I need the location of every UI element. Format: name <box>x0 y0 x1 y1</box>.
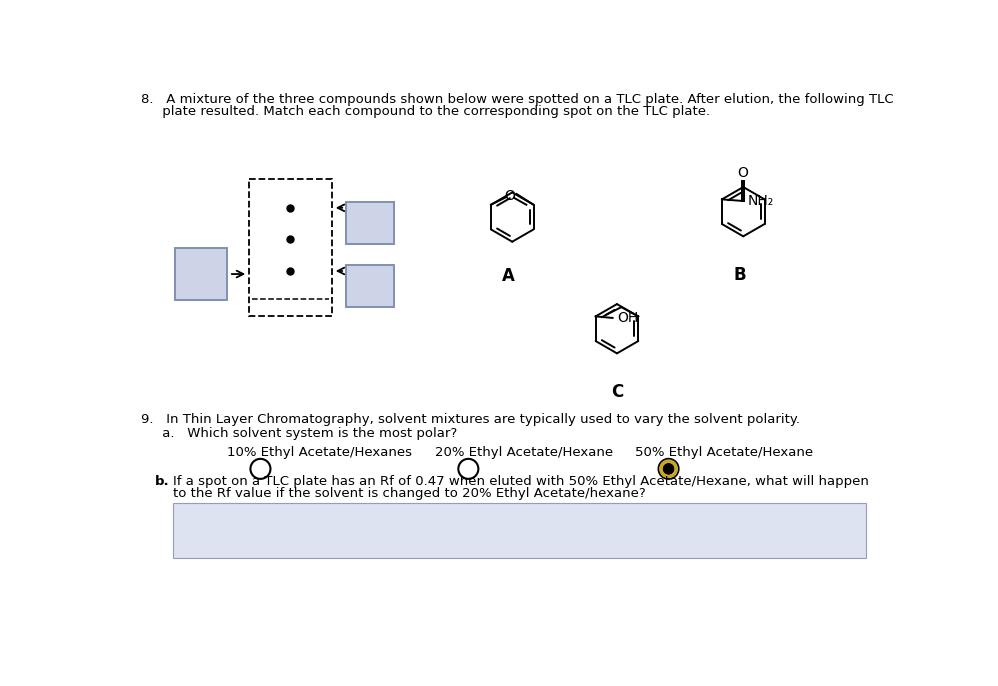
Text: O: O <box>738 166 748 180</box>
Text: A: A <box>502 267 515 285</box>
Text: a.   Which solvent system is the most polar?: a. Which solvent system is the most pola… <box>141 427 457 440</box>
Bar <box>174 503 866 558</box>
Text: b.: b. <box>155 475 170 488</box>
Text: O: O <box>504 189 515 202</box>
Circle shape <box>663 464 674 474</box>
Text: 9.   In Thin Layer Chromatography, solvent mixtures are typically used to vary t: 9. In Thin Layer Chromatography, solvent… <box>141 414 800 427</box>
Text: C: C <box>611 383 623 401</box>
Text: OH: OH <box>617 311 639 325</box>
Bar <box>175 248 228 300</box>
Bar <box>346 265 393 307</box>
Bar <box>346 202 393 244</box>
Text: plate resulted. Match each compound to the corresponding spot on the TLC plate.: plate resulted. Match each compound to t… <box>141 106 711 119</box>
Text: If a spot on a TLC plate has an Rf of 0.47 when eluted with 50% Ethyl Acetate/He: If a spot on a TLC plate has an Rf of 0.… <box>174 475 869 488</box>
Text: 10% Ethyl Acetate/Hexanes: 10% Ethyl Acetate/Hexanes <box>228 446 412 459</box>
Text: 20% Ethyl Acetate/Hexane: 20% Ethyl Acetate/Hexane <box>435 446 614 459</box>
Text: NH₂: NH₂ <box>748 194 774 208</box>
Text: 50% Ethyl Acetate/Hexane: 50% Ethyl Acetate/Hexane <box>636 446 813 459</box>
Text: 8.   A mixture of the three compounds shown below were spotted on a TLC plate. A: 8. A mixture of the three compounds show… <box>141 93 894 106</box>
Text: to the Rf value if the solvent is changed to 20% Ethyl Acetate/hexane?: to the Rf value if the solvent is change… <box>174 487 646 500</box>
Text: B: B <box>734 265 746 283</box>
